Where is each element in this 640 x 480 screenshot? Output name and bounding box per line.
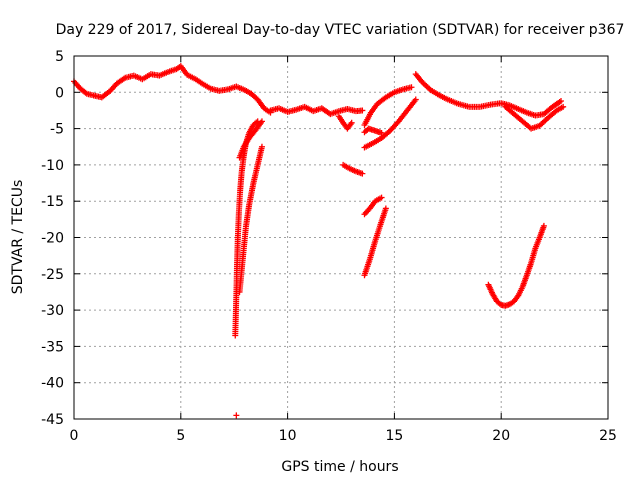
y-tick-label: 0	[55, 85, 64, 101]
y-tick-label: -25	[41, 267, 64, 283]
x-tick-label: 20	[492, 428, 510, 444]
y-tick-label: -15	[41, 194, 64, 210]
x-axis: 0 5 10 15 20 25	[70, 428, 617, 444]
y-tick-label: -5	[50, 122, 64, 138]
x-tick-label: 5	[176, 428, 185, 444]
data-point	[348, 119, 355, 126]
y-axis: 5 0 -5 -10 -15 -20 -25 -30 -35 -40 -45	[41, 49, 64, 428]
data-point	[359, 170, 366, 177]
data-point	[258, 143, 265, 150]
data-point	[558, 98, 565, 105]
data-point	[408, 84, 415, 91]
data-marks	[71, 63, 567, 419]
data-point	[540, 222, 547, 229]
data-point	[412, 96, 419, 103]
y-tick-label: -30	[41, 303, 64, 319]
x-axis-label: GPS time / hours	[281, 459, 398, 475]
data-point	[378, 129, 385, 136]
x-tick-label: 15	[385, 428, 403, 444]
y-tick-label: 5	[55, 49, 64, 65]
data-point	[560, 103, 567, 110]
y-axis-label: SDTVAR / TECUs	[10, 180, 26, 295]
x-tick-label: 0	[70, 428, 79, 444]
y-tick-label: -45	[41, 412, 64, 428]
y-tick-label: -20	[41, 231, 64, 247]
x-tick-label: 25	[599, 428, 617, 444]
plot-frame	[73, 55, 609, 420]
x-tick-label: 10	[279, 428, 297, 444]
data-point	[378, 194, 385, 201]
y-tick-label: -10	[41, 158, 64, 174]
data-point	[258, 118, 265, 125]
data-point	[359, 107, 366, 114]
data-point	[382, 205, 389, 212]
y-tick-label: -35	[41, 339, 64, 355]
chart-title: Day 229 of 2017, Sidereal Day-to-day VTE…	[56, 22, 625, 38]
y-tick-label: -40	[41, 376, 64, 392]
data-point	[233, 412, 240, 419]
